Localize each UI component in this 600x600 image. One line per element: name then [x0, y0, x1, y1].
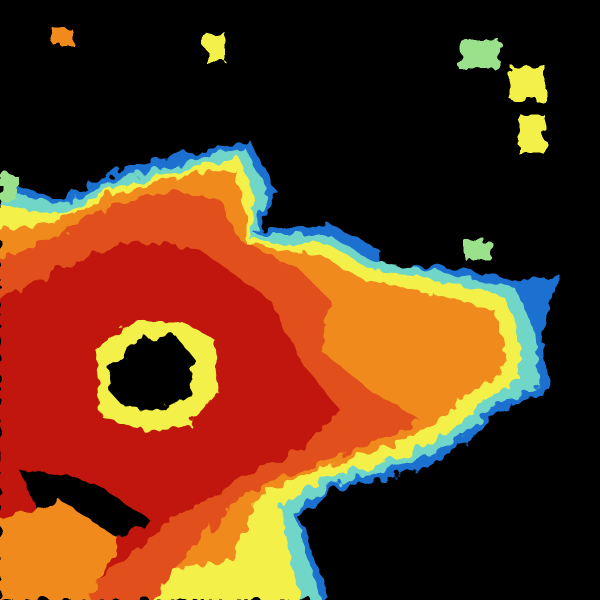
echo-sw-band [0, 500, 120, 600]
cell [510, 65, 545, 100]
echo-hole [108, 335, 195, 410]
cell [205, 32, 225, 62]
cell [52, 28, 72, 44]
echo-sw-gap [20, 470, 150, 545]
cell [520, 115, 545, 155]
echo-layers [0, 140, 560, 600]
cell [465, 240, 490, 260]
cell [460, 40, 500, 70]
scattered-cells [0, 28, 545, 260]
cell [0, 175, 18, 200]
